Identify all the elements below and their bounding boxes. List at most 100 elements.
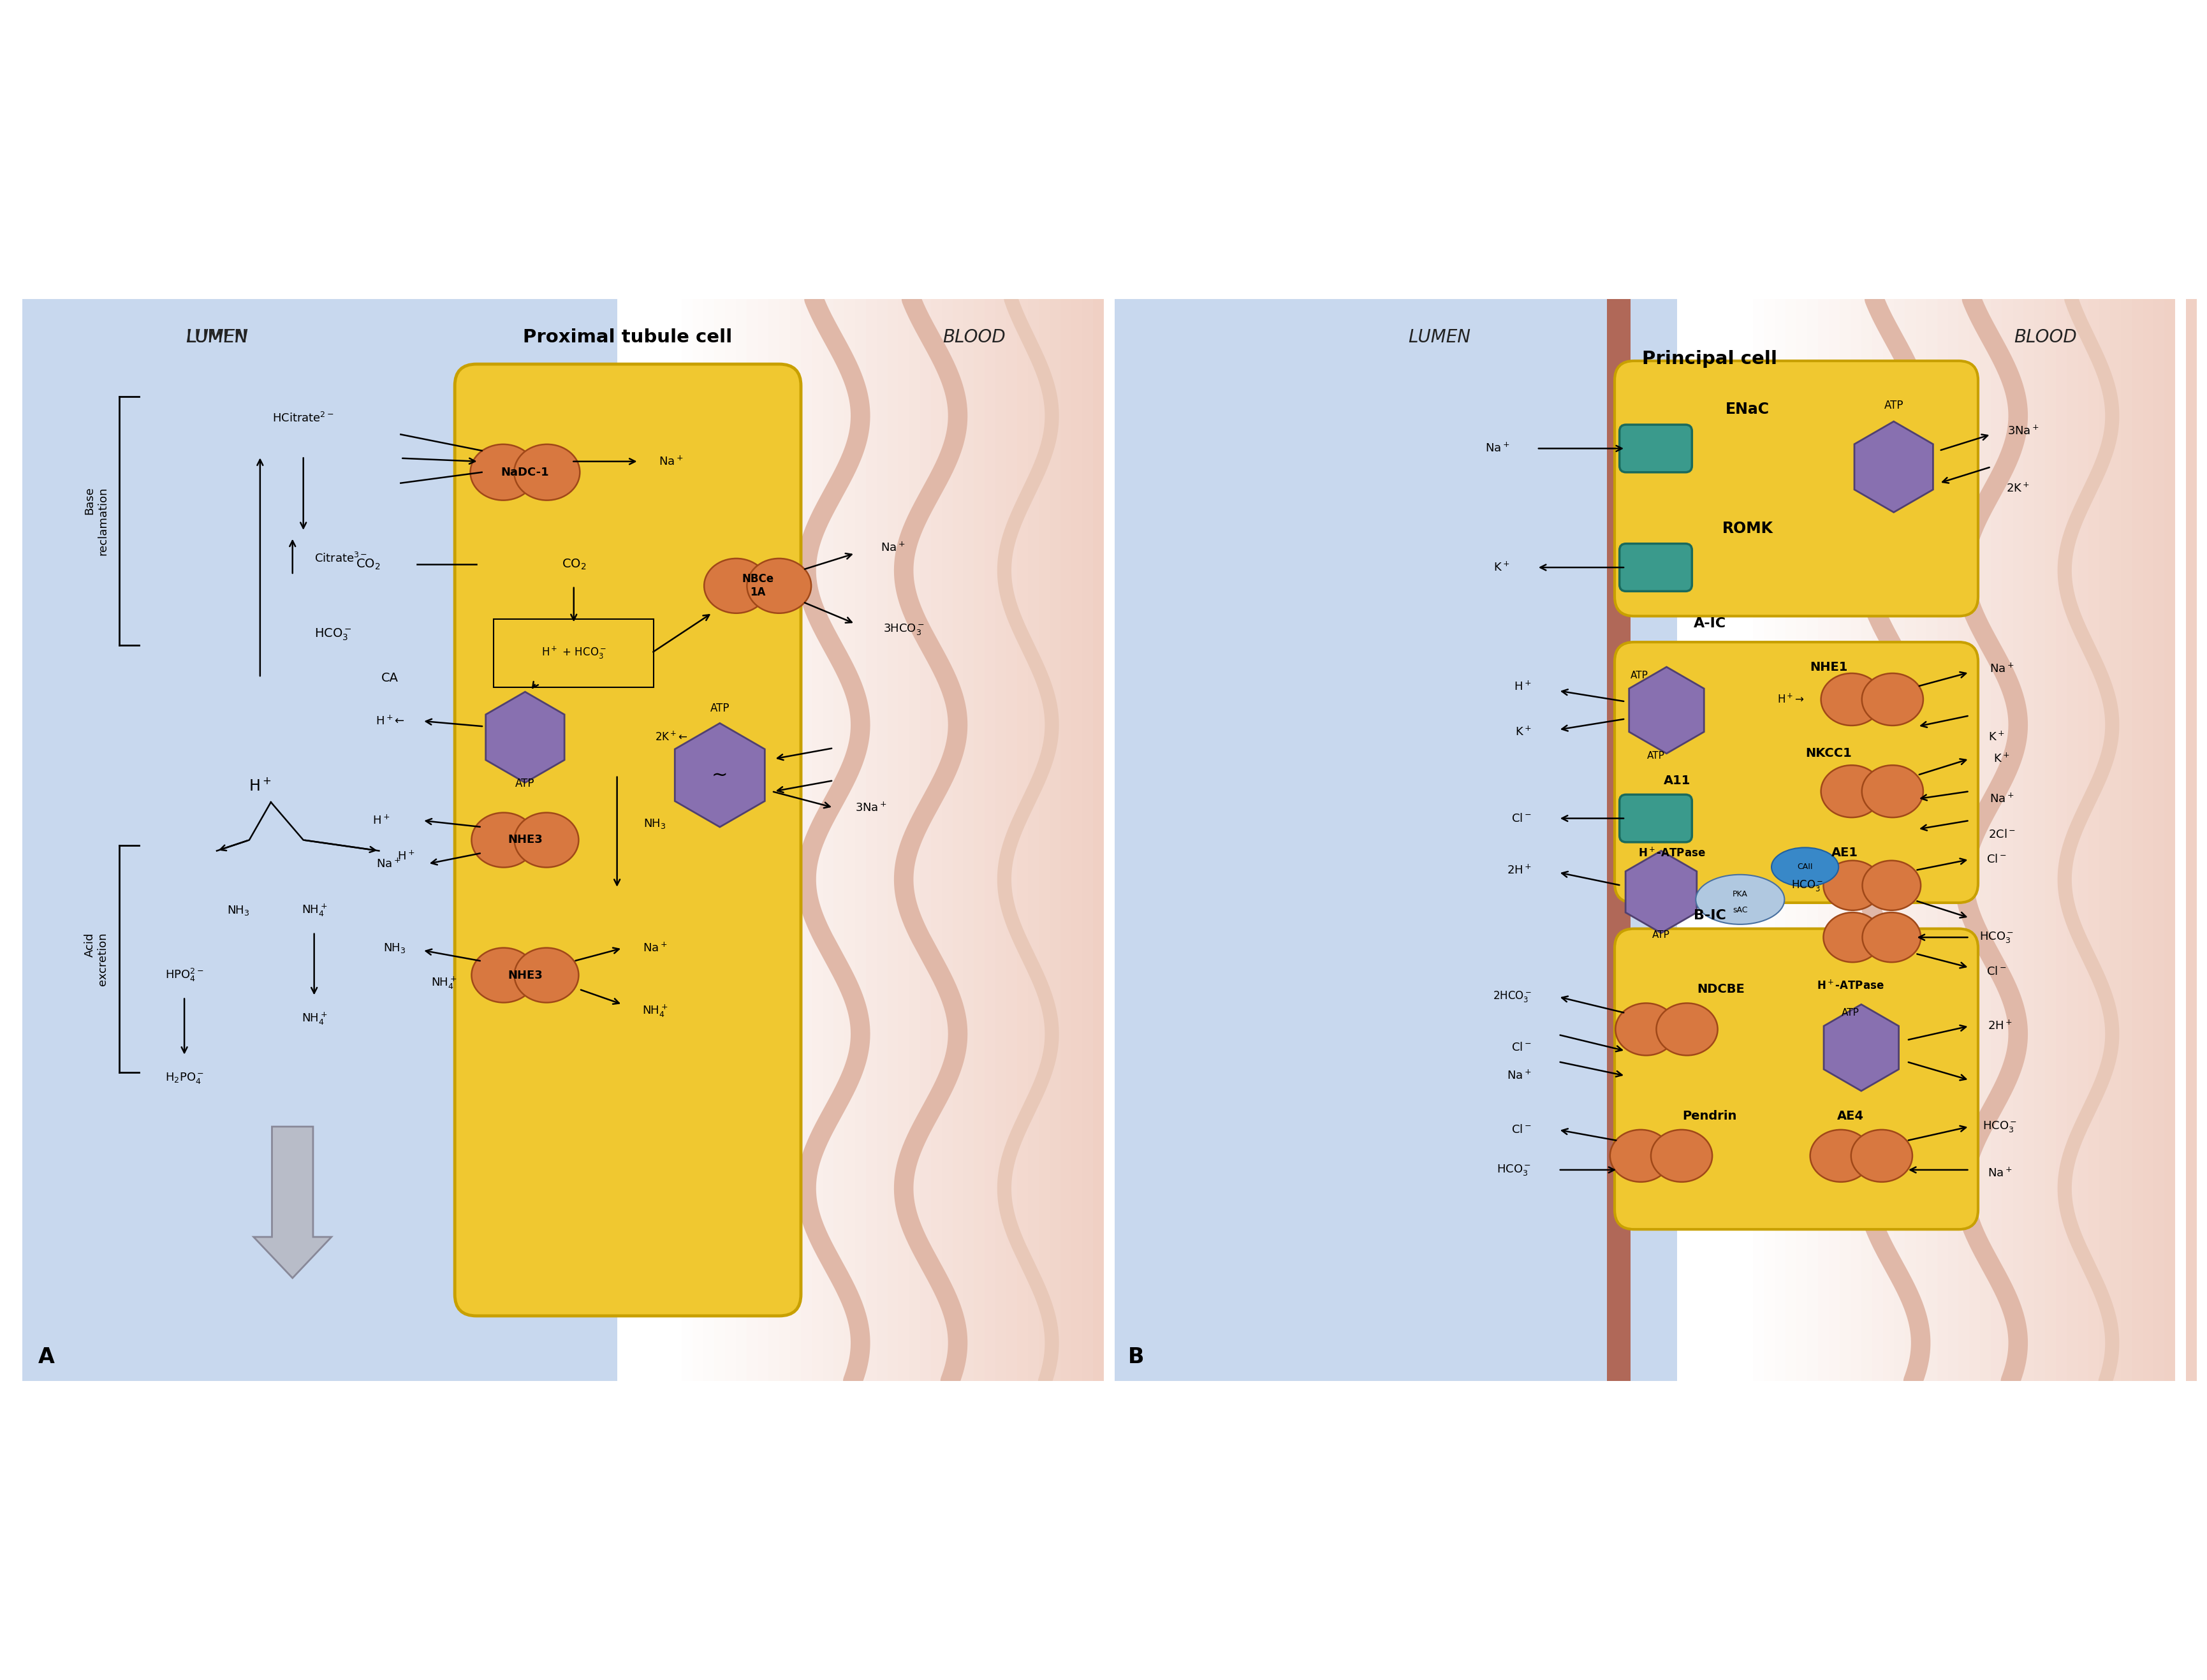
Text: ~: ~ bbox=[711, 766, 728, 785]
Text: 2K$^+$←: 2K$^+$← bbox=[655, 731, 686, 744]
Bar bbox=[887, 299, 898, 1381]
Text: CO$_2$: CO$_2$ bbox=[355, 558, 380, 571]
Bar bbox=[1796, 299, 1808, 1381]
Text: CA: CA bbox=[382, 672, 397, 684]
Bar bbox=[2185, 299, 2196, 1381]
Text: H$^+$ + HCO$_3^-$: H$^+$ + HCO$_3^-$ bbox=[541, 645, 607, 660]
FancyBboxPatch shape bbox=[1613, 361, 1977, 617]
Ellipse shape bbox=[514, 813, 578, 867]
FancyBboxPatch shape bbox=[1620, 795, 1691, 842]
Bar bbox=[1861, 299, 1872, 1381]
FancyBboxPatch shape bbox=[1620, 544, 1691, 591]
Text: H$^+$: H$^+$ bbox=[397, 850, 415, 862]
Text: AE1: AE1 bbox=[1832, 847, 1858, 858]
Text: 2H$^+$: 2H$^+$ bbox=[1505, 864, 1532, 877]
Bar bbox=[2099, 299, 2110, 1381]
Text: H$_2$PO$_4^-$: H$_2$PO$_4^-$ bbox=[166, 1070, 203, 1085]
Bar bbox=[1947, 299, 1958, 1381]
Ellipse shape bbox=[1609, 1129, 1671, 1183]
Text: Na$^+$: Na$^+$ bbox=[881, 543, 905, 554]
Text: ATP: ATP bbox=[711, 702, 728, 714]
Text: K$^+$: K$^+$ bbox=[1492, 561, 1510, 573]
Bar bbox=[1816, 299, 1827, 1381]
Bar bbox=[2132, 299, 2141, 1381]
Text: HCO$_3^-$: HCO$_3^-$ bbox=[1980, 931, 2013, 944]
Bar bbox=[22, 299, 618, 1381]
Ellipse shape bbox=[1616, 1003, 1677, 1055]
Bar bbox=[2044, 299, 2055, 1381]
Bar bbox=[1006, 299, 1017, 1381]
Text: HCO$_3^-$: HCO$_3^-$ bbox=[1496, 1163, 1532, 1178]
Text: ATP: ATP bbox=[1646, 751, 1664, 761]
Text: A: A bbox=[38, 1347, 55, 1368]
Bar bbox=[768, 299, 779, 1381]
Bar bbox=[1980, 299, 1991, 1381]
Polygon shape bbox=[1823, 1005, 1898, 1090]
Text: K$^+$: K$^+$ bbox=[1514, 726, 1532, 738]
Bar bbox=[1059, 299, 1070, 1381]
Ellipse shape bbox=[514, 444, 580, 501]
Bar bbox=[1741, 299, 1752, 1381]
Text: AE4: AE4 bbox=[1836, 1110, 1863, 1122]
Text: HCO$_3^-$: HCO$_3^-$ bbox=[1790, 879, 1823, 892]
Text: H$^+$: H$^+$ bbox=[1514, 680, 1532, 692]
Bar bbox=[2110, 299, 2121, 1381]
Ellipse shape bbox=[704, 558, 768, 613]
Bar bbox=[898, 299, 909, 1381]
Bar bbox=[931, 299, 942, 1381]
Bar bbox=[724, 299, 735, 1381]
Bar bbox=[1017, 299, 1028, 1381]
Text: 2Cl$^-$: 2Cl$^-$ bbox=[1989, 828, 2015, 840]
Text: Principal cell: Principal cell bbox=[1642, 349, 1777, 368]
Text: BLOOD: BLOOD bbox=[942, 328, 1004, 346]
Ellipse shape bbox=[1651, 1129, 1713, 1183]
Bar bbox=[2013, 299, 2024, 1381]
Bar bbox=[843, 299, 854, 1381]
Text: HPO$_4^{2-}$: HPO$_4^{2-}$ bbox=[166, 968, 203, 983]
Bar bbox=[1849, 299, 1861, 1381]
Polygon shape bbox=[1624, 850, 1697, 932]
Ellipse shape bbox=[1849, 1129, 1911, 1183]
Bar bbox=[1092, 299, 1104, 1381]
Text: B: B bbox=[1128, 1347, 1143, 1368]
Bar bbox=[1070, 299, 1081, 1381]
Text: HCitrate$^{2-}$: HCitrate$^{2-}$ bbox=[271, 412, 333, 425]
Text: ATP: ATP bbox=[514, 778, 534, 790]
Text: 3HCO$_3^-$: 3HCO$_3^-$ bbox=[883, 622, 925, 637]
Bar bbox=[2121, 299, 2132, 1381]
Ellipse shape bbox=[472, 813, 536, 867]
Text: Na$^+$: Na$^+$ bbox=[658, 455, 684, 467]
Text: Na$^+$: Na$^+$ bbox=[1986, 1168, 2011, 1179]
Bar bbox=[735, 299, 746, 1381]
Text: 2K$^+$: 2K$^+$ bbox=[2006, 482, 2030, 494]
Text: 2HCO$_3^-$: 2HCO$_3^-$ bbox=[1492, 990, 1532, 1005]
Bar bbox=[801, 299, 812, 1381]
Text: H$^+$-ATPase: H$^+$-ATPase bbox=[1816, 979, 1883, 993]
Bar bbox=[1808, 299, 1819, 1381]
Text: NH$_4^+$: NH$_4^+$ bbox=[300, 1011, 327, 1026]
Text: H$^+$: H$^+$ bbox=[249, 778, 271, 795]
Bar bbox=[865, 299, 876, 1381]
Bar bbox=[823, 299, 834, 1381]
Bar bbox=[1785, 299, 1796, 1381]
Bar bbox=[1883, 299, 1894, 1381]
Text: NH$_3$: NH$_3$ bbox=[644, 818, 667, 830]
Bar bbox=[1905, 299, 1916, 1381]
Bar bbox=[1936, 299, 1947, 1381]
Ellipse shape bbox=[1863, 912, 1920, 963]
Text: A-IC: A-IC bbox=[1693, 617, 1726, 630]
Text: NKCC1: NKCC1 bbox=[1805, 748, 1852, 759]
Bar bbox=[1028, 299, 1039, 1381]
Polygon shape bbox=[486, 692, 565, 783]
FancyBboxPatch shape bbox=[1620, 425, 1691, 472]
Text: NH$_3$: NH$_3$ bbox=[227, 904, 249, 917]
Bar bbox=[2024, 299, 2035, 1381]
FancyBboxPatch shape bbox=[1613, 929, 1977, 1230]
Text: ATP: ATP bbox=[1883, 400, 1902, 412]
Text: NH$_4^+$: NH$_4^+$ bbox=[300, 902, 327, 917]
Bar bbox=[2055, 299, 2066, 1381]
Bar bbox=[1894, 299, 1905, 1381]
Bar bbox=[2152, 299, 2163, 1381]
Text: A11: A11 bbox=[1664, 774, 1691, 786]
FancyBboxPatch shape bbox=[455, 365, 801, 1315]
